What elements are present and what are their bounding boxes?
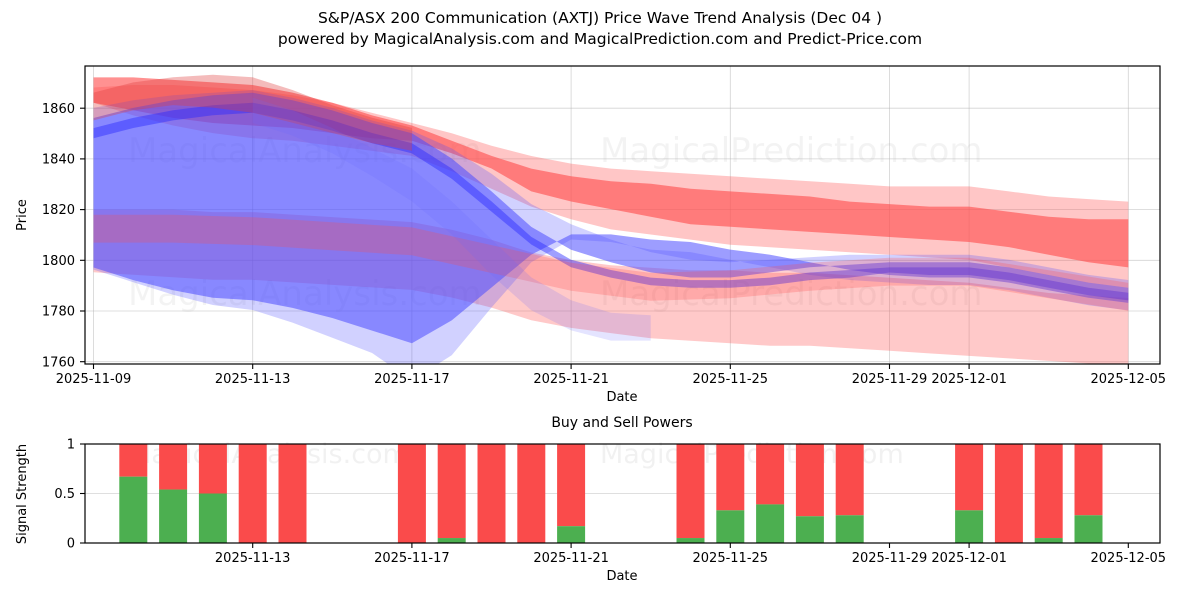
bottom-x-axis: 2025-11-13 2025-11-17 2025-11-21 2025-11…	[215, 543, 1166, 584]
sell-power-bar	[477, 444, 506, 543]
sell-power-bar	[1034, 444, 1063, 539]
sell-power-bar	[835, 444, 864, 516]
buy-power-bar	[1074, 515, 1103, 543]
sell-power-bar	[278, 444, 307, 543]
top-xtick-label: 2025-11-21	[533, 372, 609, 387]
buy-power-bar	[756, 504, 785, 543]
top-axes-frame	[84, 65, 1161, 365]
left-red-crest	[93, 74, 412, 151]
sell-power-bar	[1074, 444, 1103, 516]
sell-power-bar	[119, 444, 148, 477]
sell-power-bar	[159, 444, 188, 490]
buy-power-bar	[835, 515, 864, 543]
top-y-axis-label: Price	[15, 199, 30, 231]
sell-power-bar	[994, 444, 1023, 543]
buy-power-bar	[198, 493, 227, 543]
sell-power-bar	[557, 444, 586, 527]
bar-series-layer	[119, 444, 1103, 543]
bottom-xtick-label: 2025-11-29	[852, 551, 928, 566]
buy-power-bar	[159, 489, 188, 543]
price-wave-chart: MagicalAnalysis.com MagicalPrediction.co…	[15, 65, 1166, 405]
sell-power-bar	[716, 444, 745, 511]
bottom-xtick-label: 2025-11-17	[374, 551, 450, 566]
sell-power-bar	[756, 444, 785, 505]
top-x-axis-label: Date	[606, 390, 637, 405]
bottom-xtick-label: 2025-12-01	[931, 551, 1007, 566]
top-ytick-label: 1820	[42, 203, 75, 218]
blue-core-band	[93, 92, 1129, 344]
bottom-y-axis-label: Signal Strength	[15, 444, 30, 544]
bottom-x-axis-label: Date	[606, 569, 637, 584]
sell-power-bar	[795, 444, 824, 517]
sell-power-bar	[397, 444, 426, 543]
blue-center-ribbon	[93, 102, 1129, 301]
bottom-ytick-label: 1	[67, 438, 75, 453]
top-x-axis: 2025-11-09 2025-11-13 2025-11-17 2025-11…	[56, 364, 1166, 405]
top-xtick-label: 2025-11-09	[56, 372, 132, 387]
top-xtick-label: 2025-11-25	[693, 372, 769, 387]
bottom-chart-title: Buy and Sell Powers	[551, 415, 692, 431]
buy-power-bar	[795, 516, 824, 543]
top-ytick-label: 1800	[42, 254, 75, 269]
buy-sell-powers-chart: Buy and Sell Powers MagicalAnalysis.com …	[15, 415, 1166, 584]
sell-power-bar	[238, 444, 267, 543]
buy-power-bar	[716, 510, 745, 543]
bottom-xtick-label: 2025-11-21	[533, 551, 609, 566]
top-xtick-label: 2025-12-05	[1091, 372, 1167, 387]
top-xtick-label: 2025-11-13	[215, 372, 291, 387]
buy-power-bar	[955, 510, 984, 543]
buy-power-bar	[1034, 538, 1063, 543]
watermark-text: MagicalPrediction.com	[600, 274, 983, 314]
sell-power-bar	[676, 444, 705, 539]
top-ytick-label: 1840	[42, 153, 75, 168]
buy-power-bar	[119, 476, 148, 543]
wave-bands	[93, 74, 1129, 364]
buy-power-bar	[676, 538, 705, 543]
top-ytick-label: 1860	[42, 102, 75, 117]
sell-power-bar	[955, 444, 984, 511]
blue-fan-descent	[252, 97, 651, 341]
top-ytick-label: 1780	[42, 305, 75, 320]
buy-power-bar	[437, 538, 466, 543]
top-ytick-label: 1760	[42, 355, 75, 370]
bottom-xtick-label: 2025-12-05	[1091, 551, 1167, 566]
top-xtick-label: 2025-11-29	[852, 372, 928, 387]
bottom-ytick-label: 0.5	[54, 487, 75, 502]
watermark-text: MagicalPrediction.com	[600, 131, 983, 171]
mid-red-ribbon	[93, 214, 1129, 311]
top-y-axis: 1760 1780 1800 1820 1840 1860 Price	[15, 102, 85, 370]
sell-power-bar	[198, 444, 227, 494]
bottom-ytick-label: 0	[67, 537, 75, 552]
bottom-xtick-label: 2025-11-13	[215, 551, 291, 566]
top-xtick-label: 2025-11-17	[374, 372, 450, 387]
top-xtick-label: 2025-12-01	[931, 372, 1007, 387]
buy-power-bar	[557, 526, 586, 543]
bottom-xtick-label: 2025-11-25	[693, 551, 769, 566]
sell-power-bar	[437, 444, 466, 539]
bottom-y-axis: 0 0.5 1 Signal Strength	[15, 438, 85, 552]
sell-power-bar	[517, 444, 546, 543]
